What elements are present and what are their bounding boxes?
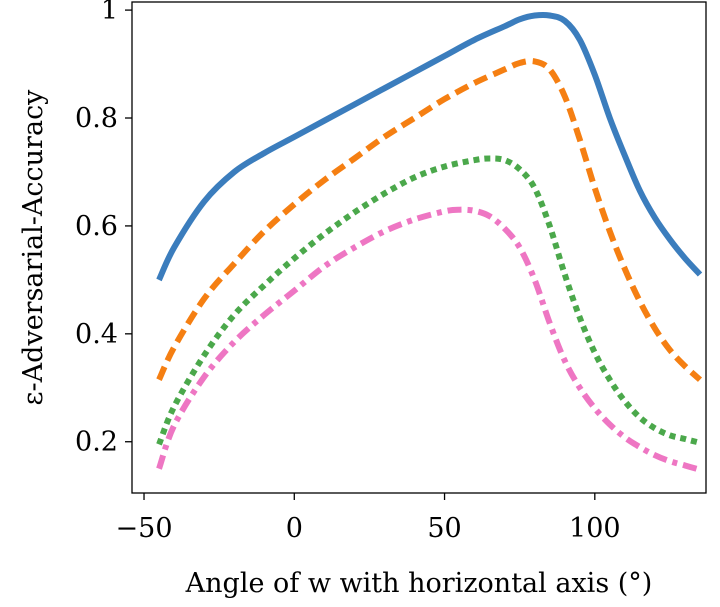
- x-tick-label: 50: [427, 513, 461, 544]
- series-line-2: [156, 57, 703, 382]
- series-line-1: [156, 11, 703, 282]
- y-tick-label: 1: [101, 0, 118, 26]
- x-axis-ticks: −50 0 50 100: [116, 493, 621, 544]
- y-tick-label: 0.2: [75, 427, 118, 458]
- series-line-3: [156, 155, 701, 446]
- x-tick-label: −50: [116, 513, 173, 544]
- y-tick-label: 0.8: [75, 103, 118, 134]
- plot-frame: [131, 1, 707, 494]
- y-axis-ticks: 0.2 0.4 0.6 0.8 1: [75, 0, 132, 458]
- x-tick-label: 0: [286, 513, 303, 544]
- x-axis-label: Angle of w with horizontal axis (°): [185, 568, 653, 599]
- series-layer: [156, 11, 703, 473]
- y-tick-label: 0.6: [75, 211, 118, 242]
- x-tick-label: 100: [569, 513, 621, 544]
- y-tick-label: 0.4: [75, 319, 118, 350]
- series-line-4: [156, 206, 701, 473]
- axes: [131, 1, 707, 494]
- y-axis-label: ε-Adversarial-Accuracy: [18, 89, 49, 406]
